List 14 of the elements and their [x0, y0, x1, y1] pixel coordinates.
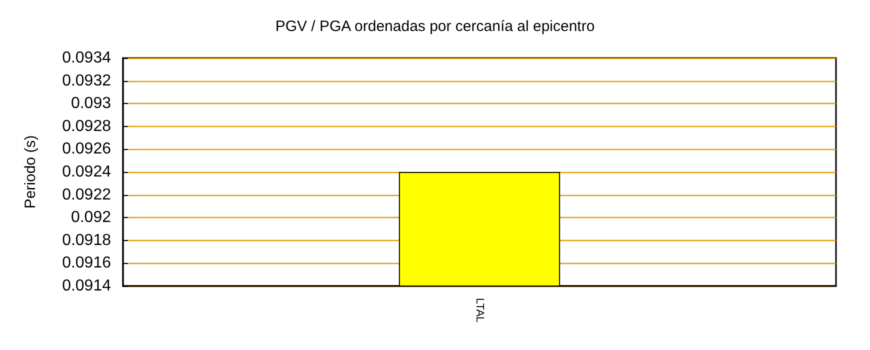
y-tick-label: 0.093 [70, 95, 112, 112]
y-tick-label: 0.092 [70, 209, 112, 226]
y-tick-label: 0.0932 [62, 72, 112, 90]
chart-title: PGV / PGA ordenadas por cercanía al epicentro [275, 18, 595, 35]
y-tick-label: 0.0928 [62, 118, 112, 135]
y-tick-label: 0.0914 [62, 278, 112, 294]
x-tick-label: LTAL [474, 298, 486, 323]
y-tick-label: 0.0916 [62, 254, 112, 272]
y-tick-label: 0.0926 [62, 140, 112, 158]
y-axis-title: Periodo (s) [22, 135, 39, 209]
y-tick-label: 0.0934 [62, 50, 112, 66]
y-tick-label: 0.0924 [62, 164, 112, 180]
y-tick-label: 0.0918 [62, 232, 112, 249]
y-tick-label: 0.0922 [62, 186, 112, 204]
